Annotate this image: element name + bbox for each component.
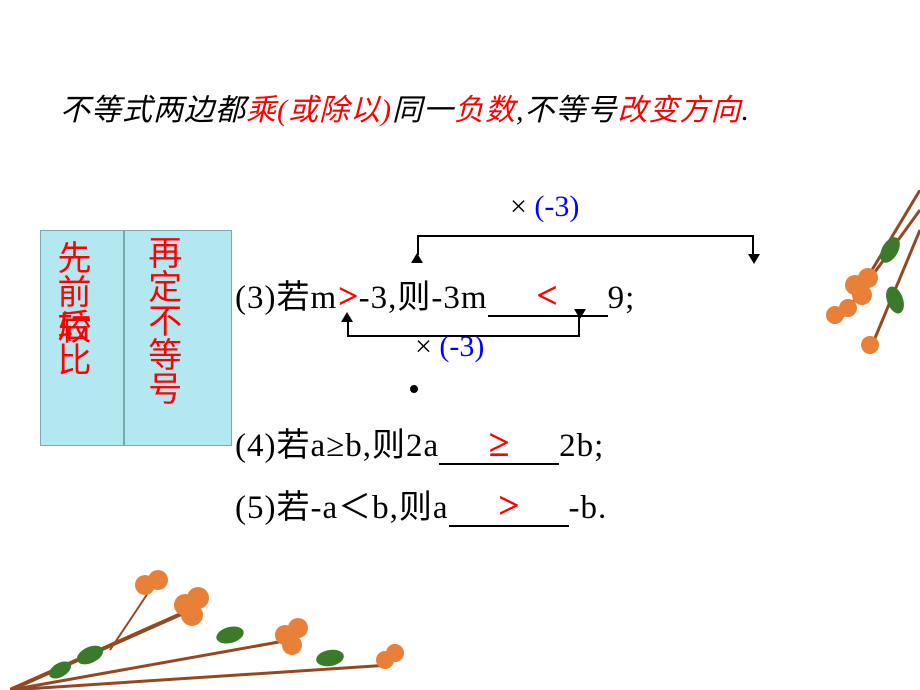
neg3-close-top: )	[569, 190, 579, 223]
vertical-label-1b: 较	[46, 310, 95, 344]
neg3-top: -3	[544, 190, 569, 223]
arrow-down-right-bottom	[574, 309, 586, 319]
times-sym-top: ×	[510, 190, 527, 223]
p3-pre: (3)若m	[235, 280, 337, 316]
title-part7: .	[741, 94, 750, 127]
multiply-annotation-bottom: × (-3)	[415, 330, 484, 364]
arrow-down-right	[748, 254, 760, 264]
neg3-close-bottom: )	[474, 330, 484, 363]
p5-pre: (5)若-a＜b,则a	[235, 490, 449, 526]
neg3-bottom: -3	[449, 330, 474, 363]
multiply-annotation-top: × (-3)	[510, 190, 579, 224]
flower-decoration-right	[800, 190, 920, 370]
p3-blank: <	[488, 277, 608, 317]
p3-ans: <	[536, 275, 559, 317]
arrow-up-left-top	[411, 253, 423, 263]
flower-decoration-bottom	[10, 540, 410, 690]
title-part3: 同一	[392, 94, 454, 127]
p4-ans: ≥	[488, 423, 510, 465]
top-bracket	[417, 235, 754, 255]
times-sym-bottom: ×	[415, 330, 432, 363]
title-part2: 乘(或除以)	[246, 94, 392, 127]
p4-post: 2b;	[559, 428, 604, 464]
p4-blank: ≥	[439, 425, 559, 465]
vertical-label-1a: 先前后比	[46, 240, 95, 376]
title-part5: ,不等号	[516, 94, 618, 127]
center-dot	[410, 385, 418, 393]
p3-post: 9;	[608, 280, 636, 316]
title-part6: 改变方向	[617, 94, 741, 127]
neg3-open-top: (	[534, 190, 544, 223]
p3-gt: >	[337, 276, 359, 316]
vertical-label-2: 再定不等号	[140, 235, 181, 405]
problem-4: (4)若a≥b,则2a ≥2b;	[235, 418, 604, 466]
p5-blank: >	[449, 487, 569, 527]
problem-5: (5)若-a＜b,则a > -b.	[235, 480, 607, 528]
title-part4: 负数	[454, 94, 516, 127]
p3-mid: -3,则-3m	[359, 280, 488, 316]
title-part1: 不等式两边都	[60, 94, 246, 127]
p4-pre: (4)若a≥b,则2a	[235, 428, 439, 464]
title-rule: 不等式两边都乘(或除以)同一负数,不等号改变方向.	[60, 85, 750, 129]
p5-ans: >	[497, 485, 520, 527]
arrow-up-left-bottom	[341, 312, 353, 322]
p5-post: -b.	[569, 490, 608, 526]
neg3-open-bottom: (	[439, 330, 449, 363]
